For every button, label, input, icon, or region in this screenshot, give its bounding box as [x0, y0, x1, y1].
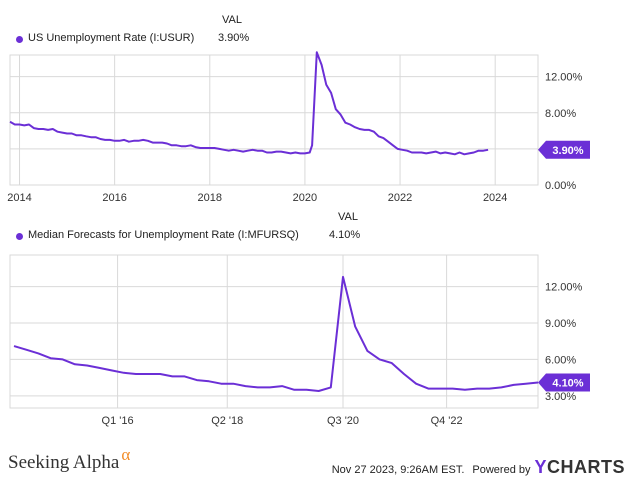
- ycharts-logo: YCHARTS: [534, 457, 625, 478]
- series-line-median-forecast: [13, 275, 539, 392]
- last-value-badge: [538, 140, 590, 159]
- chart1-legend: VAL US Unemployment Rate (I:USUR) 3.90%: [0, 0, 300, 50]
- x-tick-label: 2016: [102, 192, 126, 204]
- last-value-badge: [538, 373, 590, 392]
- x-tick-label: Q2 '18: [211, 415, 243, 427]
- y-tick-label: 6.00%: [545, 354, 576, 366]
- plot-frame: [9, 254, 539, 409]
- series-line-us-unemployment: [9, 51, 489, 156]
- ycharts-rest: CHARTS: [547, 457, 625, 477]
- x-tick-label: 2022: [388, 192, 412, 204]
- chart1-legend-header: VAL: [222, 14, 242, 26]
- plot-frame: [9, 54, 539, 186]
- footer-credit: Nov 27 2023, 9:26AM EST. Powered by YCHA…: [332, 457, 625, 478]
- y-tick-label: 12.00%: [545, 72, 583, 84]
- y-tick-label: 0.00%: [545, 180, 576, 192]
- y-tick-label: 3.00%: [545, 391, 576, 403]
- last-value-badge-label: 3.90%: [552, 145, 583, 157]
- chart2-legend-header: VAL: [338, 211, 358, 223]
- last-value-badge-label: 4.10%: [552, 378, 583, 390]
- x-tick-label: Q4 '22: [431, 415, 463, 427]
- chart1-series-name: US Unemployment Rate (I:USUR): [28, 32, 195, 44]
- x-tick-label: Q1 '16: [102, 415, 134, 427]
- x-tick-label: 2014: [7, 192, 31, 204]
- powered-by-label: Powered by: [472, 464, 531, 476]
- x-tick-label: Q3 '20: [327, 415, 359, 427]
- brand-name: Seeking Alpha: [8, 452, 120, 473]
- chart2-legend: VAL Median Forecasts for Unemployment Ra…: [0, 205, 400, 245]
- alpha-icon: α: [121, 445, 131, 464]
- x-tick-label: 2024: [483, 192, 507, 204]
- x-tick-label: 2018: [198, 192, 222, 204]
- timestamp: Nov 27 2023, 9:26AM EST.: [331, 464, 465, 476]
- y-tick-label: 12.00%: [545, 282, 583, 294]
- chart2-legend-dot-icon: [16, 233, 23, 240]
- median-forecast-chart: 3.00% 6.00% 9.00% 12.00% Q1 '16 Q2 '18 Q3 '20 Q…: [9, 254, 590, 427]
- unemployment-rate-chart: 0.00%4.00%8.00%12.00%2014201620182020202…: [7, 51, 590, 204]
- chart2-series-name: Median Forecasts for Unemployment Rate (…: [28, 229, 299, 241]
- chart1-legend-dot-icon: [16, 36, 23, 43]
- ycharts-y: Y: [534, 457, 547, 477]
- y-tick-label: 9.00%: [545, 318, 576, 330]
- chart1-series-value: 3.90%: [218, 32, 250, 44]
- seeking-alpha-logo: Seeking Alpha α: [8, 445, 130, 474]
- chart2-series-value: 4.10%: [329, 229, 361, 241]
- x-tick-label: 2020: [293, 192, 317, 204]
- y-tick-label: 8.00%: [545, 108, 576, 120]
